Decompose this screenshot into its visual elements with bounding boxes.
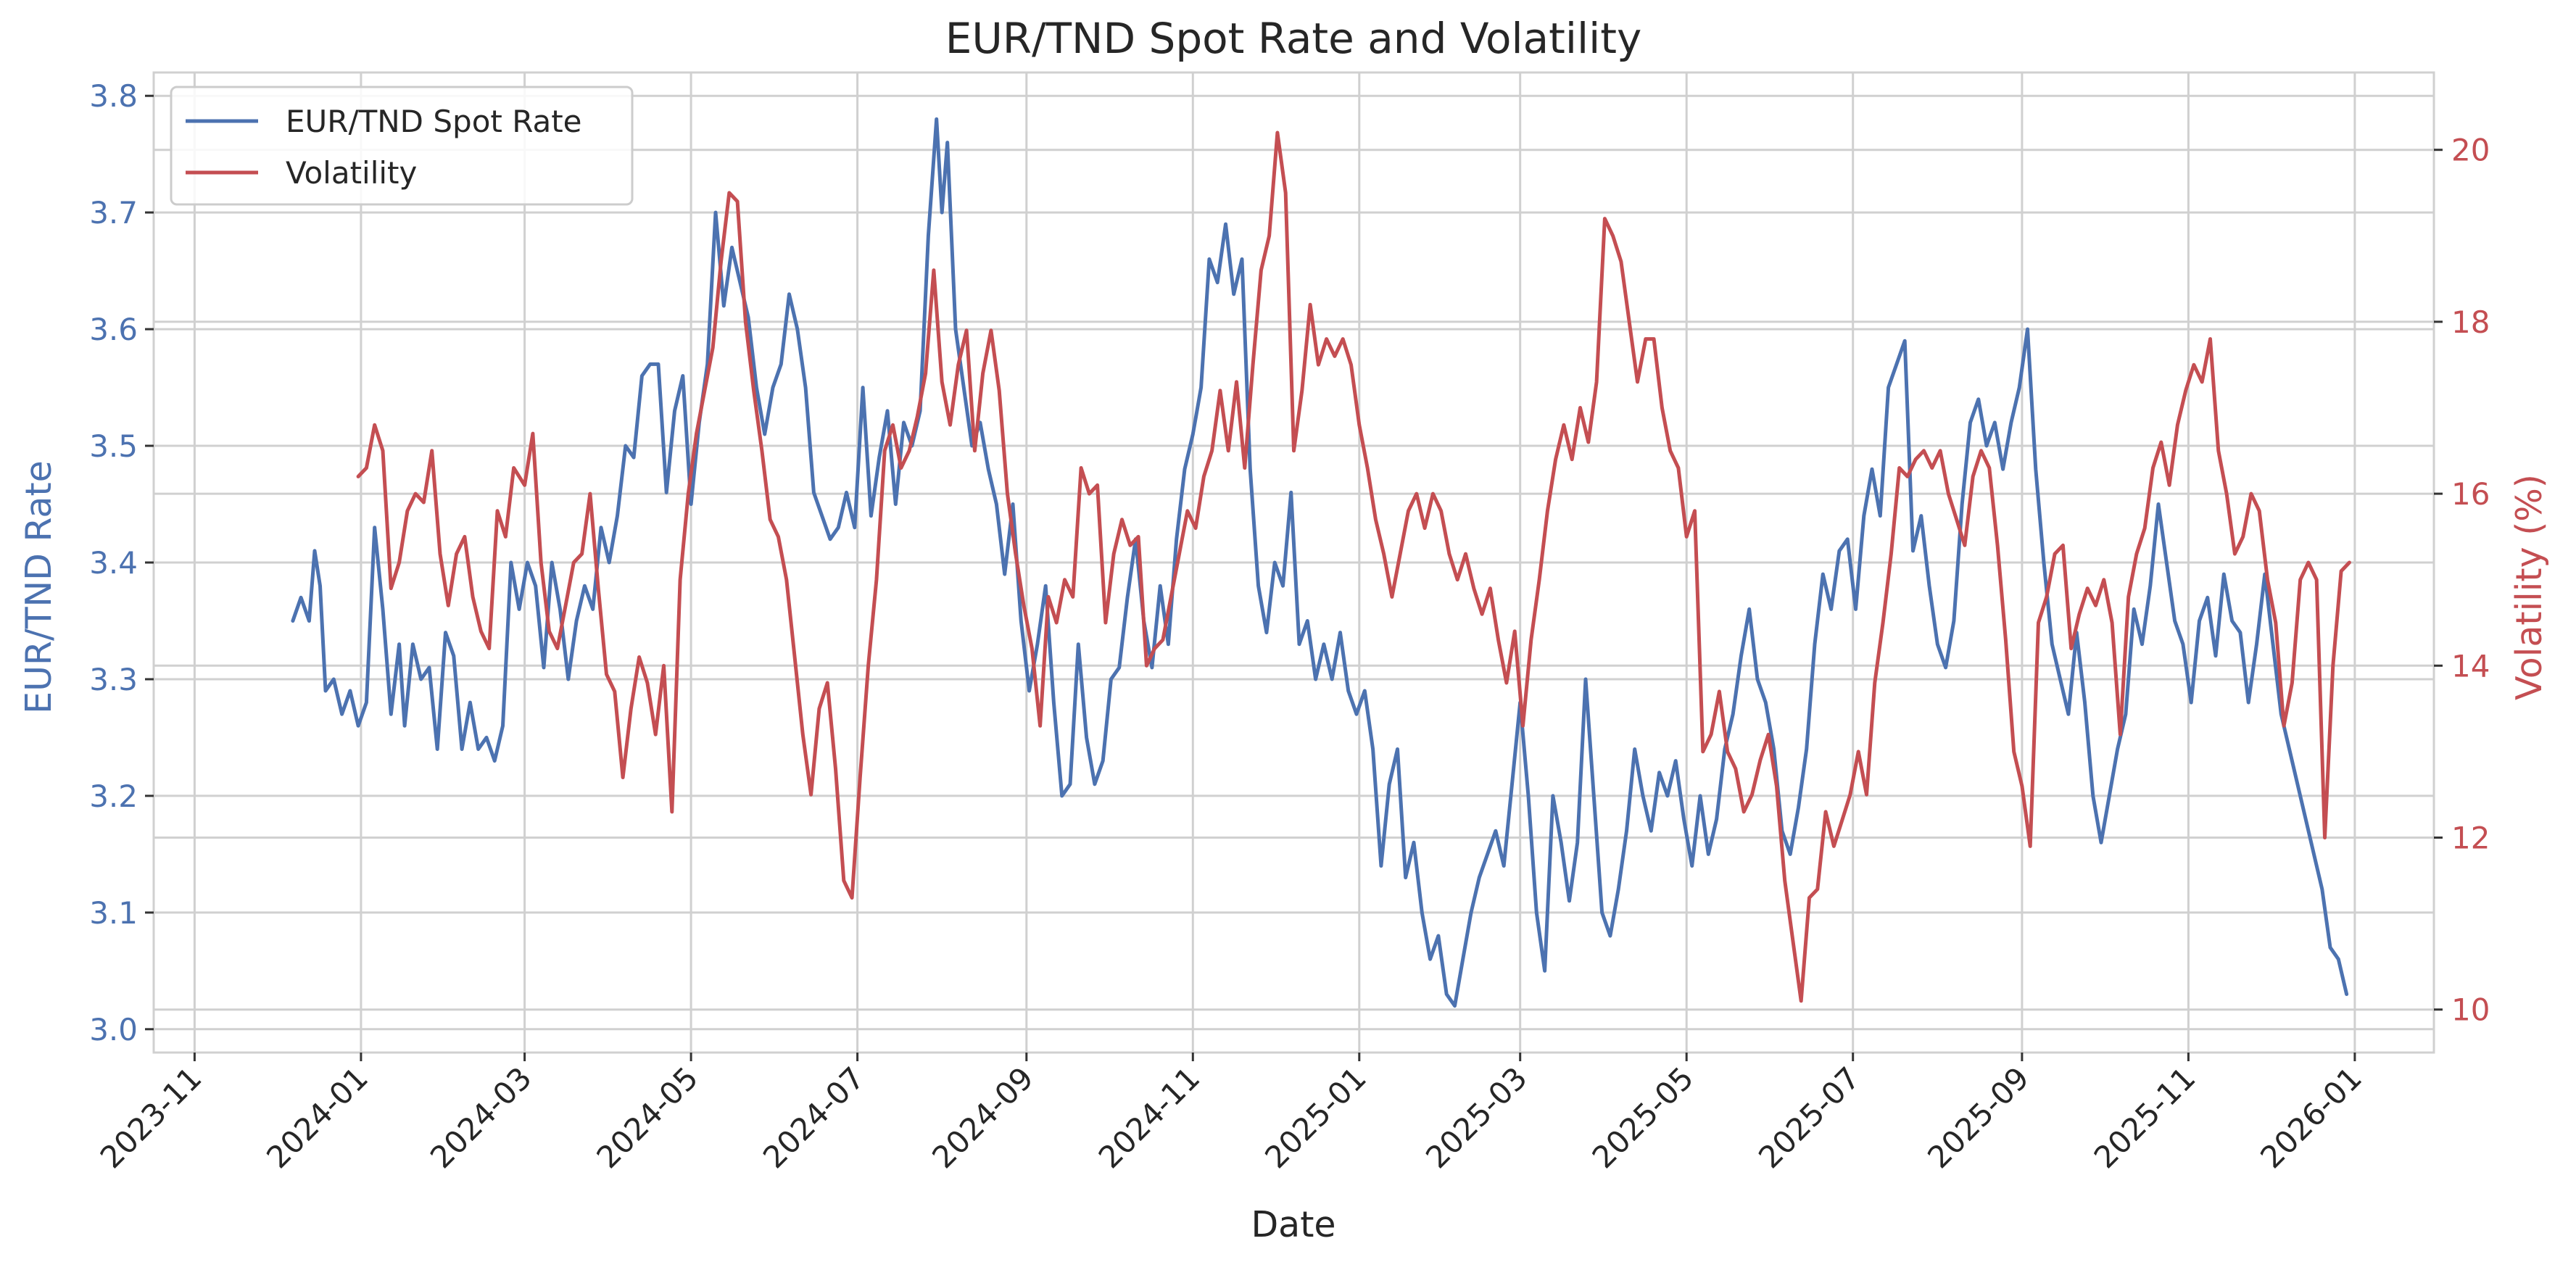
y-left-tick-label: 3.4 bbox=[89, 545, 138, 581]
y-left-tick-label: 3.5 bbox=[89, 428, 138, 464]
y-right-tick-label: 14 bbox=[2451, 648, 2490, 684]
y-left-tick-label: 3.3 bbox=[89, 662, 138, 697]
grid bbox=[154, 72, 2434, 1053]
y-left-tick-label: 3.7 bbox=[89, 195, 138, 231]
y-axis-right-label: Volatility (%) bbox=[2509, 474, 2550, 700]
y-left-tick-label: 3.2 bbox=[89, 779, 138, 814]
y-right-tick-label: 10 bbox=[2451, 992, 2490, 1028]
y-left-tick-label: 3.8 bbox=[89, 78, 138, 114]
chart-title: EUR/TND Spot Rate and Volatility bbox=[945, 14, 1642, 63]
y-axis-left-label: EUR/TND Rate bbox=[18, 460, 59, 714]
legend: EUR/TND Spot Rate Volatility bbox=[170, 86, 634, 206]
series-line-volatility bbox=[356, 130, 2351, 1003]
legend-label-spot: EUR/TND Spot Rate bbox=[286, 104, 582, 139]
series-line-spot-rate bbox=[291, 117, 2349, 1008]
y-axis-right: 10 12 14 16 18 20 bbox=[2434, 133, 2490, 1028]
x-axis-label: Date bbox=[1251, 1204, 1335, 1245]
y-right-tick-label: 16 bbox=[2451, 476, 2490, 512]
y-right-tick-label: 12 bbox=[2451, 821, 2490, 856]
y-right-tick-label: 18 bbox=[2451, 304, 2490, 340]
y-right-tick-label: 20 bbox=[2451, 133, 2490, 168]
y-left-tick-label: 3.1 bbox=[89, 895, 138, 931]
y-axis-left: 3.0 3.1 3.2 3.3 3.4 3.5 3.6 3.7 3.8 bbox=[89, 78, 154, 1047]
legend-box bbox=[170, 86, 634, 206]
y-left-tick-label: 3.0 bbox=[89, 1012, 138, 1047]
series-layer bbox=[291, 117, 2351, 1008]
y-left-tick-label: 3.6 bbox=[89, 312, 138, 347]
legend-label-volatility: Volatility bbox=[286, 155, 417, 191]
